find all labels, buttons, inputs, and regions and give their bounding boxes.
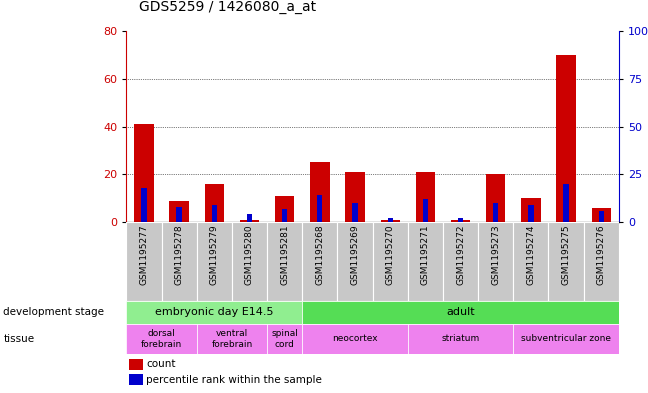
Bar: [126, 324, 197, 354]
Bar: [212, 205, 217, 222]
Bar: [345, 172, 365, 222]
Text: GSM1195273: GSM1195273: [491, 224, 500, 285]
Bar: [415, 172, 435, 222]
Bar: [232, 222, 267, 301]
Text: GSM1195278: GSM1195278: [174, 224, 183, 285]
Bar: [513, 324, 619, 354]
Bar: [557, 55, 575, 222]
Text: GSM1195279: GSM1195279: [210, 224, 219, 285]
Bar: [548, 222, 584, 301]
Bar: [169, 200, 189, 222]
Text: GSM1195274: GSM1195274: [526, 224, 535, 285]
Bar: [205, 184, 224, 222]
Bar: [422, 199, 428, 222]
Text: GSM1195281: GSM1195281: [280, 224, 289, 285]
Text: GSM1195280: GSM1195280: [245, 224, 254, 285]
Text: GSM1195275: GSM1195275: [562, 224, 571, 285]
Bar: [592, 208, 611, 222]
Text: subventricular zone: subventricular zone: [521, 334, 611, 343]
Bar: [584, 222, 619, 301]
Bar: [240, 220, 259, 222]
Text: GSM1195276: GSM1195276: [597, 224, 606, 285]
Text: striatum: striatum: [441, 334, 480, 343]
Bar: [275, 196, 294, 222]
Bar: [197, 222, 232, 301]
Text: spinal
cord: spinal cord: [272, 329, 298, 349]
Bar: [458, 218, 463, 222]
Text: neocortex: neocortex: [332, 334, 378, 343]
Bar: [129, 359, 143, 370]
Text: embryonic day E14.5: embryonic day E14.5: [155, 307, 273, 318]
Bar: [302, 324, 408, 354]
Text: development stage: development stage: [3, 307, 104, 318]
Bar: [197, 324, 267, 354]
Bar: [451, 220, 470, 222]
Bar: [310, 162, 329, 222]
Bar: [599, 211, 604, 222]
Bar: [126, 301, 302, 324]
Bar: [129, 375, 143, 385]
Bar: [176, 207, 181, 222]
Text: dorsal
forebrain: dorsal forebrain: [141, 329, 182, 349]
Bar: [338, 222, 373, 301]
Text: GSM1195269: GSM1195269: [351, 224, 360, 285]
Bar: [528, 205, 533, 222]
Bar: [521, 198, 540, 222]
Text: GSM1195277: GSM1195277: [139, 224, 148, 285]
Text: GSM1195272: GSM1195272: [456, 224, 465, 285]
Bar: [380, 220, 400, 222]
Bar: [134, 124, 154, 222]
Bar: [443, 222, 478, 301]
Bar: [267, 324, 302, 354]
Bar: [353, 203, 358, 222]
Bar: [282, 209, 287, 222]
Text: GSM1195268: GSM1195268: [316, 224, 325, 285]
Bar: [493, 203, 498, 222]
Bar: [126, 222, 161, 301]
Bar: [141, 188, 146, 222]
Bar: [373, 222, 408, 301]
Text: count: count: [146, 359, 176, 369]
Text: tissue: tissue: [3, 334, 34, 344]
Bar: [317, 195, 323, 222]
Text: adult: adult: [446, 307, 475, 318]
Bar: [388, 218, 393, 222]
Text: GDS5259 / 1426080_a_at: GDS5259 / 1426080_a_at: [139, 0, 316, 14]
Bar: [161, 222, 197, 301]
Bar: [267, 222, 302, 301]
Bar: [478, 222, 513, 301]
Text: GSM1195270: GSM1195270: [386, 224, 395, 285]
Bar: [408, 222, 443, 301]
Bar: [302, 222, 338, 301]
Bar: [486, 174, 505, 222]
Bar: [408, 324, 513, 354]
Bar: [302, 301, 619, 324]
Text: percentile rank within the sample: percentile rank within the sample: [146, 375, 322, 385]
Bar: [563, 184, 569, 222]
Bar: [247, 215, 252, 222]
Bar: [513, 222, 548, 301]
Text: ventral
forebrain: ventral forebrain: [211, 329, 253, 349]
Text: GSM1195271: GSM1195271: [421, 224, 430, 285]
